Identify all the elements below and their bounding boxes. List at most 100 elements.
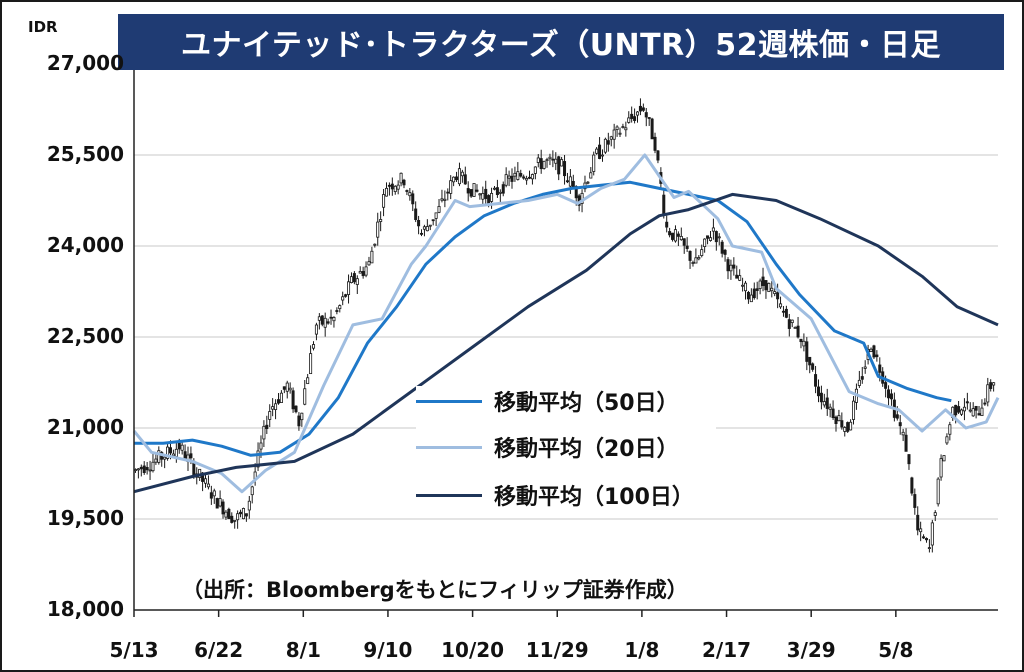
- candle-body: [869, 348, 873, 352]
- candle-body: [528, 176, 532, 179]
- candle-body: [679, 236, 683, 241]
- candle-body: [904, 434, 908, 452]
- candle-body: [434, 212, 438, 219]
- candle-body: [939, 458, 943, 478]
- candle-body: [446, 191, 450, 194]
- candle-body: [784, 308, 788, 318]
- candle-body: [735, 274, 739, 279]
- candle-body: [811, 363, 815, 370]
- candle-body: [592, 154, 596, 172]
- candle-body: [396, 184, 400, 190]
- candle-body: [758, 280, 762, 289]
- candle-body: [948, 424, 952, 435]
- candle-body: [525, 178, 529, 181]
- candle-body: [790, 319, 794, 324]
- candle-body: [974, 405, 978, 411]
- candle-body: [609, 136, 613, 140]
- candle-body: [717, 236, 721, 239]
- legend-swatch-ma20: [416, 445, 482, 449]
- candle-body: [358, 271, 362, 274]
- candle-body: [930, 522, 934, 546]
- candle-body: [703, 238, 707, 247]
- candle-body: [510, 175, 514, 182]
- x-tick-label: 5/8: [878, 638, 914, 662]
- candle-body: [443, 198, 447, 201]
- candle-body: [341, 296, 345, 301]
- candle-body: [744, 282, 748, 292]
- y-tick-label: 18,000: [46, 597, 124, 621]
- candle-body: [723, 249, 727, 255]
- candle-body: [600, 154, 604, 157]
- candle-body: [603, 138, 607, 153]
- candle-body: [568, 176, 572, 187]
- candle-body: [872, 345, 876, 358]
- candle-body: [802, 340, 806, 347]
- candle-body: [752, 288, 756, 299]
- candle-body: [598, 144, 602, 159]
- candle-body: [989, 382, 993, 389]
- candle-body: [148, 469, 152, 472]
- candle-body: [565, 180, 569, 183]
- candle-body: [615, 126, 619, 130]
- candle-body: [326, 321, 330, 324]
- candle-body: [297, 415, 301, 427]
- candle-body: [236, 513, 240, 521]
- candle-body: [259, 442, 263, 450]
- candle-body: [548, 156, 552, 160]
- candle-body: [554, 158, 558, 164]
- legend-label-ma50: 移動平均（50日）: [494, 391, 679, 416]
- candle-body: [215, 498, 219, 509]
- candle-body: [402, 179, 406, 186]
- x-tick-label: 5/13: [109, 638, 159, 662]
- candle-body: [475, 189, 479, 192]
- candle-body: [189, 453, 193, 459]
- candle-body: [834, 416, 838, 425]
- candle-body: [329, 316, 333, 319]
- candle-body: [913, 494, 917, 508]
- candle-body: [463, 174, 467, 185]
- candle-body: [382, 194, 386, 208]
- candle-body: [595, 148, 599, 154]
- candle-body: [285, 382, 289, 392]
- candle-body: [151, 461, 155, 472]
- candle-body: [942, 455, 946, 462]
- candle-body: [697, 257, 701, 260]
- candle-body: [729, 264, 733, 272]
- candle-body: [204, 478, 208, 484]
- candle-body: [846, 422, 850, 432]
- candle-body: [212, 490, 216, 497]
- candle-body: [209, 492, 213, 499]
- legend-label-ma20: 移動平均（20日）: [494, 437, 679, 462]
- candle-body: [606, 140, 610, 145]
- candle-body: [968, 409, 972, 412]
- candle-body: [819, 392, 823, 403]
- candle-body: [749, 294, 753, 303]
- candle-body: [665, 221, 669, 228]
- candle-body: [764, 280, 768, 291]
- candle-body: [239, 511, 243, 515]
- candle-body: [919, 528, 923, 533]
- candle-body: [927, 547, 931, 549]
- candle-body: [309, 353, 313, 375]
- candle-body: [364, 266, 368, 276]
- ma20-line: [132, 153, 1000, 494]
- candle-body: [495, 187, 499, 196]
- candle-body: [387, 184, 391, 187]
- x-tick-label: 2/17: [702, 638, 752, 662]
- candle-body: [857, 379, 861, 386]
- candle-body: [501, 184, 505, 194]
- candle-body: [852, 400, 856, 420]
- candle-body: [720, 241, 724, 254]
- legend-item-ma20: 移動平均（20日）: [416, 432, 679, 462]
- candle-body: [796, 325, 800, 338]
- candle-body: [711, 227, 715, 232]
- candle-body: [507, 175, 511, 179]
- candle-body: [962, 406, 966, 412]
- candle-body: [787, 319, 791, 329]
- candle-body: [971, 408, 975, 417]
- candle-body: [460, 171, 464, 177]
- candle-body: [808, 356, 812, 366]
- y-tick-label: 25,500: [46, 142, 124, 166]
- candle-body: [887, 389, 891, 399]
- candle-body: [551, 158, 555, 161]
